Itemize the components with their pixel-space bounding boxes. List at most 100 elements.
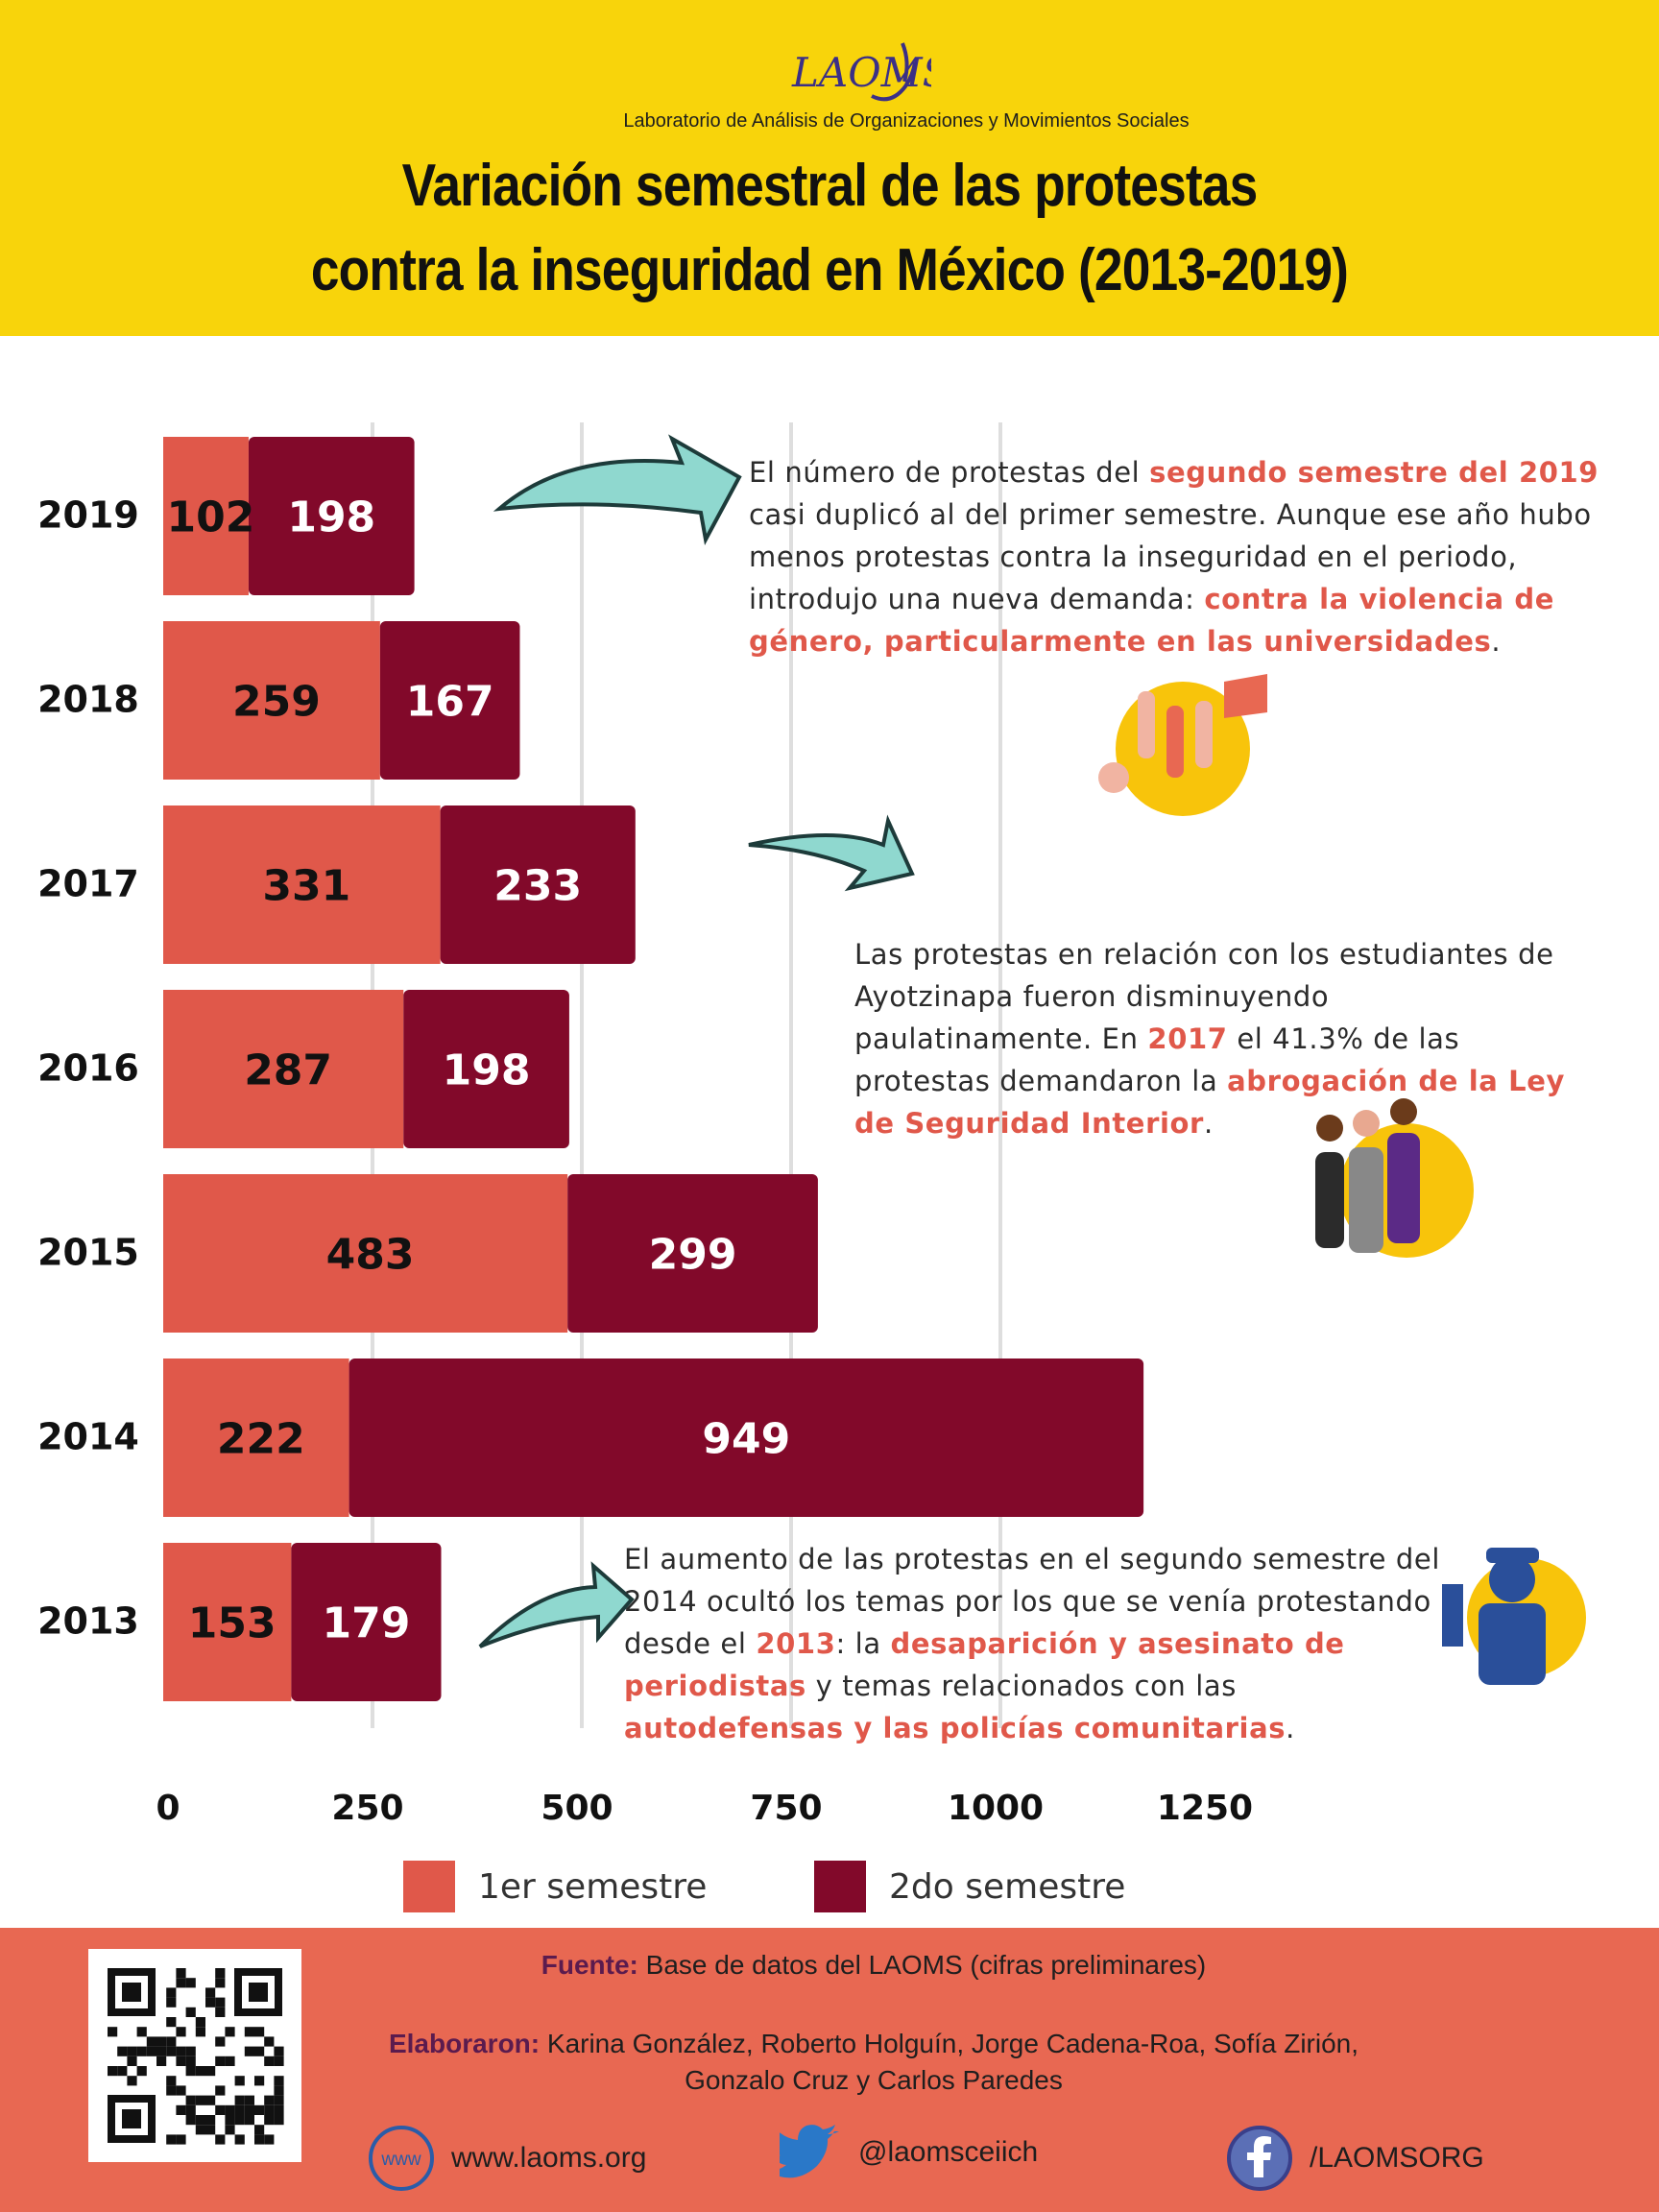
callout-2019: El número de protestas del segundo semes… — [749, 451, 1623, 662]
data-label-second: 198 — [443, 1046, 531, 1095]
qr-module — [195, 2095, 205, 2105]
bar-first-semester — [163, 1174, 568, 1333]
qr-module — [225, 2027, 235, 2037]
protesters-illustration-icon — [1098, 674, 1267, 816]
qr-module — [215, 2104, 226, 2115]
qr-module — [205, 2115, 216, 2126]
qr-module — [264, 2056, 275, 2066]
facebook-handle: /LAOMSORG — [1310, 2142, 1484, 2174]
year-label: 2014 — [37, 1416, 139, 1458]
authors-line-1: Elaboraron: Karina González, Roberto Hol… — [326, 2026, 1421, 2062]
qr-module — [146, 2046, 156, 2056]
data-label-second: 179 — [323, 1599, 411, 1648]
qr-module — [244, 2115, 254, 2126]
data-label-second: 949 — [702, 1415, 790, 1464]
bar-first-semester — [163, 621, 380, 780]
globe-www-icon: www — [369, 2126, 434, 2191]
qr-module — [176, 1978, 186, 1988]
legend-swatch-second — [814, 1861, 866, 1912]
qr-module — [176, 2134, 186, 2145]
qr-module — [264, 2115, 275, 2126]
qr-module — [127, 2046, 137, 2056]
data-label-second: 167 — [406, 678, 494, 727]
callout-text: . — [1203, 1107, 1214, 1140]
qr-module — [274, 2095, 284, 2105]
logo-text: LAOMS — [791, 49, 931, 96]
stacked-bar-chart: 102 198 259 167 331 233 287 198 483 299 222 949 153 1… — [37, 422, 1586, 1828]
facebook-link[interactable]: /LAOMSORG — [1225, 2124, 1484, 2193]
qr-module — [176, 2085, 186, 2096]
website-text: www.laoms.org — [451, 2142, 647, 2174]
qr-module — [166, 2134, 177, 2145]
header-banner: LAOMS Laboratorio de Análisis de Organiz… — [0, 0, 1659, 336]
qr-code[interactable] — [88, 1949, 301, 2162]
org-name: Laboratorio de Análisis de Organizacione… — [623, 110, 1190, 132]
qr-module — [254, 2046, 265, 2056]
callout-text: El número de protestas del — [749, 456, 1150, 489]
callout-highlight: 2013 — [756, 1627, 836, 1660]
callout-text: casi duplicó al del primer semestre. Aun… — [749, 498, 1592, 615]
qr-module — [166, 1987, 177, 1998]
year-label: 2017 — [37, 863, 139, 905]
callout-text: y temas relacionados con las — [805, 1670, 1237, 1702]
twitter-link[interactable]: @laomsceiich — [780, 2124, 1038, 2181]
qr-module — [234, 2115, 245, 2126]
qr-module — [185, 2046, 196, 2056]
qr-module — [225, 2115, 235, 2126]
qr-module — [234, 2076, 245, 2086]
qr-module — [108, 2027, 118, 2037]
x-tick-label: 750 — [750, 1789, 822, 1828]
qr-module — [185, 2104, 196, 2115]
qr-module — [156, 2056, 167, 2066]
students-illustration-icon — [1315, 1098, 1474, 1258]
qr-module — [166, 2036, 177, 2047]
qr-module — [185, 2066, 196, 2077]
qr-module — [234, 2095, 245, 2105]
qr-module — [274, 2056, 284, 2066]
page-title: Variación semestral de las protestas con… — [116, 144, 1543, 313]
www-icon-text: www — [380, 2150, 421, 2170]
qr-module — [244, 2027, 254, 2037]
qr-module — [166, 2085, 177, 2096]
qr-module — [264, 2104, 275, 2115]
qr-module — [205, 2066, 216, 2077]
callout-highlight: contra la violencia de género, particula… — [749, 583, 1555, 658]
qr-module — [205, 1997, 216, 2008]
bar-second-semester — [248, 437, 415, 595]
callout-text: . — [1286, 1712, 1295, 1744]
x-tick-label: 1000 — [948, 1789, 1044, 1828]
qr-module — [136, 2027, 147, 2037]
source-label: Fuente: — [541, 1950, 638, 1980]
legend-first-semester: 1er semestre — [403, 1861, 707, 1912]
qr-module — [108, 2066, 118, 2077]
qr-module — [215, 2007, 226, 2017]
data-label-second: 198 — [287, 493, 375, 542]
qr-module — [136, 2046, 147, 2056]
x-tick-labels: 0 250 500 750 1000 1250 — [156, 1789, 1253, 1828]
qr-module — [254, 2125, 265, 2135]
year-label: 2019 — [37, 494, 139, 537]
twitter-handle: @laomsceiich — [858, 2136, 1039, 2168]
source-text: Base de datos del LAOMS (cifras prelimin… — [637, 1950, 1207, 1980]
qr-module — [274, 2046, 284, 2056]
legend-label-first: 1er semestre — [478, 1866, 708, 1907]
qr-module — [234, 2134, 245, 2145]
x-tick-label: 250 — [331, 1789, 403, 1828]
qr-module — [254, 2076, 265, 2086]
website-link[interactable]: www www.laoms.org — [367, 2124, 646, 2193]
bar-first-semester — [163, 1543, 292, 1701]
qr-module — [215, 2134, 226, 2145]
arrow-2017-icon — [748, 814, 915, 892]
qr-module — [205, 2095, 216, 2105]
qr-module — [176, 2056, 186, 2066]
qr-module — [176, 2046, 186, 2056]
title-line-1: Variación semestral de las protestas — [401, 153, 1259, 219]
callout-text: . — [1491, 625, 1502, 658]
qr-module — [185, 2095, 196, 2105]
qr-module — [254, 2134, 265, 2145]
illustrations-layer — [1098, 674, 1586, 1685]
police-officer-illustration-icon — [1442, 1548, 1586, 1685]
x-tick-label: 500 — [541, 1789, 613, 1828]
qr-module — [274, 2115, 284, 2126]
authors-text-1: Karina González, Roberto Holguín, Jorge … — [540, 2029, 1359, 2058]
